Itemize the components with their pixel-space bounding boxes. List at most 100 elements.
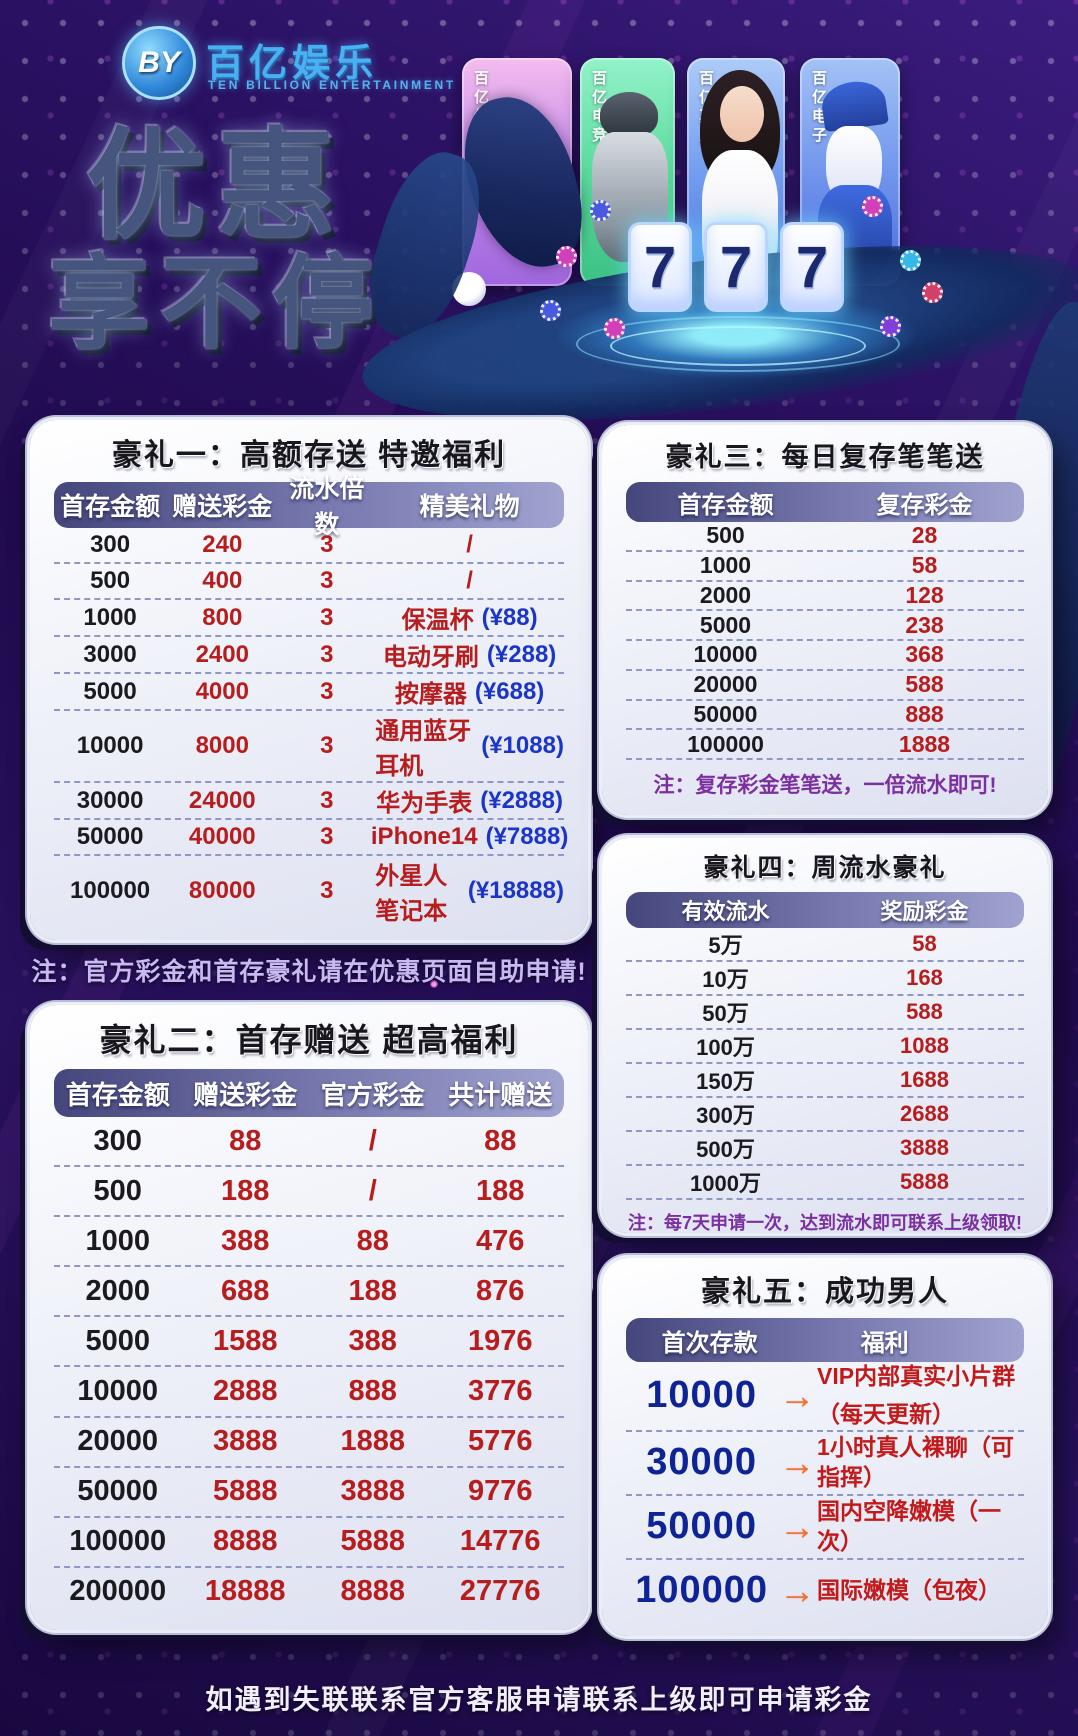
bonus-amount: 800 bbox=[202, 603, 243, 631]
turnover-multiplier: 3 bbox=[320, 677, 334, 705]
official-bonus: 1888 bbox=[340, 1425, 405, 1458]
deposit-amount: 5000 bbox=[699, 611, 752, 638]
deposit-amount: 10000 bbox=[77, 1375, 159, 1408]
table-row: 100万 1088 bbox=[626, 1030, 1024, 1064]
table-row: 10000 368 bbox=[626, 641, 1024, 671]
official-bonus: 5888 bbox=[340, 1525, 405, 1558]
total-bonus: 188 bbox=[476, 1174, 525, 1207]
column-header: 首次存款 bbox=[661, 1329, 758, 1357]
panel-5-title: 豪礼五：成功男人 bbox=[700, 1276, 949, 1308]
bonus-amount: 400 bbox=[202, 567, 243, 594]
panel-5-header-row: 首次存款 福利 bbox=[626, 1318, 1024, 1362]
table-row: 30000 → 1小时真人裸聊（可指挥） bbox=[626, 1432, 1024, 1496]
panel-5-rows: 10000 → VIP内部真实小片群 （每天更新） 30000 → 1小时真人裸聊（可指挥）… bbox=[626, 1362, 1024, 1622]
column-header: 福利 bbox=[860, 1329, 909, 1357]
table-row: 1000万 5888 bbox=[626, 1166, 1024, 1200]
casino-chip-icon bbox=[922, 282, 943, 303]
turnover-multiplier: 3 bbox=[320, 732, 334, 759]
table-row: 50000 40000 3 iPhone14 (¥7888) bbox=[54, 820, 568, 856]
panel-1-rows: 300 240 3 / 500 400 3 / 1000 800 3 保温杯 (¥88) 3000 2400… bbox=[54, 528, 568, 926]
deposit-amount: 5000 bbox=[83, 677, 137, 705]
benefit: 国内空降嫩模（一次） bbox=[817, 1498, 1002, 1554]
deposit-amount: 50000 bbox=[693, 700, 758, 727]
panel-2-rows: 300 88 / 88 500 188 / 188 1000 388 88 476 2000 688 188… bbox=[54, 1117, 564, 1616]
table-row: 10000 → VIP内部真实小片群 （每天更新） bbox=[626, 1362, 1024, 1432]
table-row: 500 28 bbox=[626, 522, 1024, 552]
table-row: 100000 8888 5888 14776 bbox=[54, 1518, 564, 1568]
table-row: 500 400 3 / bbox=[54, 564, 564, 600]
bonus-amount: 18888 bbox=[204, 1575, 286, 1608]
table-row: 10000 2888 888 3776 bbox=[54, 1367, 564, 1418]
turnover-multiplier: 3 bbox=[320, 640, 334, 668]
column-header: 有效流水 bbox=[681, 899, 770, 924]
table-row: 300 240 3 / bbox=[54, 528, 564, 564]
table-row: 10000 8000 3 通用蓝牙耳机 (¥1088) bbox=[54, 711, 564, 783]
reward-bonus: 1088 bbox=[900, 1033, 949, 1058]
deposit-amount: 100000 bbox=[70, 877, 151, 904]
column-header: 精美礼物 bbox=[419, 493, 520, 521]
deposit-amount: 500 bbox=[90, 567, 131, 594]
bonus-amount: 8000 bbox=[195, 732, 249, 759]
turnover-amount: 150万 bbox=[696, 1069, 755, 1094]
total-bonus: 876 bbox=[476, 1274, 525, 1307]
promo-panel-4: 豪礼四：周流水豪礼 有效流水 奖励彩金 5万 58 10万 168 50万 588 100万 1… bbox=[602, 838, 1048, 1233]
arrow-icon: → bbox=[779, 1505, 816, 1547]
column-header: 首存金额 bbox=[60, 493, 161, 521]
table-row: 1000 388 88 476 bbox=[54, 1217, 564, 1268]
gift: 电动牙刷 (¥288) bbox=[382, 640, 557, 672]
bonus-amount: 3888 bbox=[212, 1425, 278, 1458]
panel-4-rows: 5万 58 10万 168 50万 588 100万 1088 150万 1688 300万 2688… bbox=[626, 928, 1024, 1200]
table-row: 150万 1688 bbox=[626, 1064, 1024, 1098]
deposit-amount: 500 bbox=[93, 1174, 142, 1207]
benefit: 国际嫩模（包夜） bbox=[817, 1577, 1002, 1604]
deposit-amount: 1000 bbox=[85, 1224, 150, 1257]
game-card-label: 百亿体育 bbox=[472, 70, 489, 146]
turnover-multiplier: 3 bbox=[320, 823, 334, 850]
deposit-amount: 100000 bbox=[687, 730, 764, 757]
total-bonus: 88 bbox=[484, 1124, 517, 1157]
game-card-sports: 百亿体育 bbox=[462, 58, 572, 286]
slot-glow-ring bbox=[576, 316, 900, 372]
slot-digit: 7 bbox=[780, 222, 844, 312]
table-row: 100000 80000 3 外星人笔记本 (¥18888) bbox=[54, 856, 564, 926]
total-bonus: 476 bbox=[476, 1224, 525, 1257]
official-bonus: 3888 bbox=[340, 1475, 405, 1508]
deposit-amount: 30000 bbox=[646, 1441, 757, 1484]
column-header: 赠送彩金 bbox=[193, 1079, 298, 1110]
reward-bonus: 588 bbox=[906, 999, 943, 1024]
table-row: 50000 5888 3888 9776 bbox=[54, 1468, 564, 1518]
turnover-amount: 10万 bbox=[702, 967, 749, 992]
deposit-amount: 100000 bbox=[69, 1525, 167, 1558]
turnover-amount: 50万 bbox=[702, 1001, 749, 1026]
official-bonus: 88 bbox=[356, 1224, 389, 1257]
table-row: 20000 3888 1888 5776 bbox=[54, 1418, 564, 1468]
official-bonus: 188 bbox=[348, 1274, 397, 1307]
official-bonus: / bbox=[368, 1124, 377, 1157]
official-bonus: 388 bbox=[348, 1324, 397, 1357]
table-row: 30000 24000 3 华为手表 (¥2888) bbox=[54, 783, 564, 820]
brand-name-cn: 百亿娱乐 bbox=[206, 43, 379, 85]
brand-logo-icon: BY bbox=[122, 26, 196, 100]
deposit-amount: 3000 bbox=[83, 640, 137, 668]
table-row: 5000 4000 3 按摩器 (¥688) bbox=[54, 674, 564, 711]
arrow-icon: → bbox=[779, 1441, 816, 1483]
benefit: 1小时真人裸聊（可指挥） bbox=[817, 1433, 1014, 1490]
promo-panel-3: 豪礼三：每日复存笔笔送 首存金额 复存彩金 500 28 1000 58 2000 128 5… bbox=[602, 425, 1048, 815]
table-row: 500 188 / 188 bbox=[54, 1167, 564, 1218]
table-row: 200000 18888 8888 27776 bbox=[54, 1568, 564, 1616]
column-header: 赠送彩金 bbox=[172, 493, 273, 521]
bonus-amount: 240 bbox=[202, 531, 243, 558]
table-row: 50000 → 国内空降嫩模（一次） bbox=[626, 1496, 1024, 1560]
brand-name-en: TEN BILLION ENTERTAINMENT bbox=[208, 78, 456, 92]
official-bonus: 8888 bbox=[340, 1575, 405, 1608]
gift: 华为手表 (¥2888) bbox=[376, 786, 563, 818]
column-header: 首存金额 bbox=[65, 1079, 170, 1110]
panel-1-title: 豪礼一：高额存送 特邀福利 bbox=[111, 439, 507, 472]
slot-glow-ring bbox=[610, 326, 866, 366]
bonus-amount: 2400 bbox=[195, 640, 249, 668]
bonus-amount: 24000 bbox=[188, 786, 256, 814]
redeposit-bonus: 888 bbox=[905, 700, 944, 727]
casino-chip-icon bbox=[862, 196, 883, 217]
note-after-panel-1: 注：官方彩金和首存豪礼请在优惠页面自助申请! bbox=[31, 958, 587, 986]
